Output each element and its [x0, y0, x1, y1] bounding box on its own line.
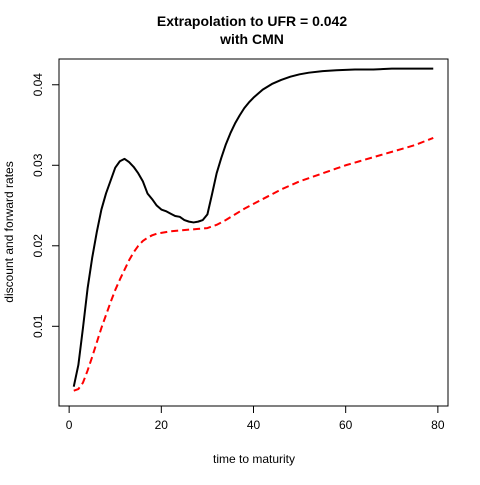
x-tick-label: 80 — [431, 418, 445, 432]
chart-subtitle: with CMN — [219, 31, 284, 47]
y-axis: 0.01 0.02 0.03 0.04 — [31, 73, 60, 338]
x-axis-label: time to maturity — [213, 452, 295, 466]
x-tick-label: 60 — [339, 418, 353, 432]
x-tick-label: 40 — [247, 418, 261, 432]
chart-title: Extrapolation to UFR = 0.042 — [157, 13, 347, 29]
y-tick-label: 0.02 — [31, 234, 45, 258]
y-axis-label: discount and forward rates — [2, 161, 16, 302]
y-tick-label: 0.01 — [31, 314, 45, 338]
y-tick-label: 0.03 — [31, 153, 45, 177]
series-layer — [72, 67, 434, 392]
series-line-2 — [73, 136, 434, 392]
y-tick-label: 0.04 — [31, 73, 45, 97]
x-axis: 0 20 40 60 80 — [66, 405, 445, 432]
x-tick-label: 0 — [66, 418, 73, 432]
plot-frame — [58, 58, 449, 407]
series-line-1 — [72, 67, 434, 387]
x-tick-label: 20 — [155, 418, 169, 432]
